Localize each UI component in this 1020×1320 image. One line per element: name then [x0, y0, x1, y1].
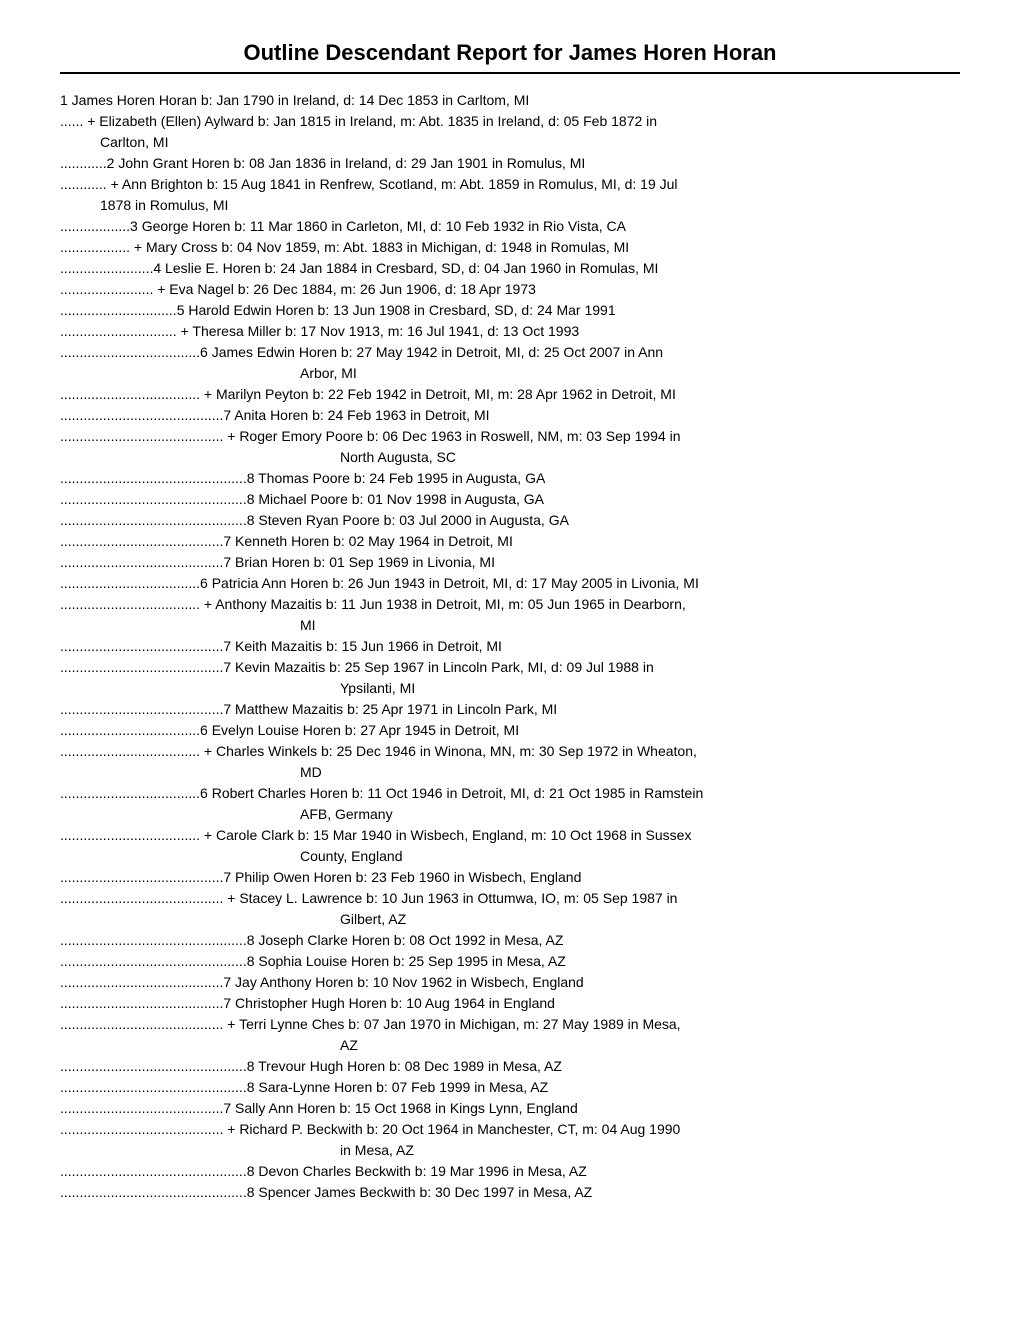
entry-continuation: Ypsilanti, MI — [60, 678, 960, 699]
entry-text: ........................................… — [60, 699, 960, 720]
descendant-entry: ........................................… — [60, 1098, 960, 1119]
report-title: Outline Descendant Report for James Hore… — [60, 40, 960, 74]
entry-text: ........................................… — [60, 951, 960, 972]
entry-text: ........................................… — [60, 1119, 960, 1140]
entry-text: ....................................6 Ja… — [60, 342, 960, 363]
entry-text: .................................... + C… — [60, 825, 960, 846]
descendant-entry: ........................ + Eva Nagel b: … — [60, 279, 960, 300]
entry-text: ........................................… — [60, 489, 960, 510]
entry-text: ....................................6 Ev… — [60, 720, 960, 741]
descendant-entry: 1 James Horen Horan b: Jan 1790 in Irela… — [60, 90, 960, 111]
entry-text: ........................................… — [60, 888, 960, 909]
descendant-entry: ........................................… — [60, 426, 960, 468]
descendant-entry: ........................................… — [60, 888, 960, 930]
entry-text: ........................................… — [60, 468, 960, 489]
descendant-entry: ........................................… — [60, 468, 960, 489]
descendant-entry: ........................................… — [60, 951, 960, 972]
descendant-entry: .................................... + C… — [60, 825, 960, 867]
descendant-entry: ........................................… — [60, 1119, 960, 1161]
entry-text: ........................................… — [60, 636, 960, 657]
entry-continuation: County, England — [60, 846, 960, 867]
descendant-entry: ...... + Elizabeth (Ellen) Aylward b: Ja… — [60, 111, 960, 153]
entry-text: ........................................… — [60, 405, 960, 426]
entry-text: ........................................… — [60, 1161, 960, 1182]
descendant-entry: ........................................… — [60, 867, 960, 888]
entry-text: ........................................… — [60, 531, 960, 552]
descendant-entry: ............ + Ann Brighton b: 15 Aug 18… — [60, 174, 960, 216]
entry-text: .................................... + C… — [60, 741, 960, 762]
entry-text: ........................................… — [60, 426, 960, 447]
entry-continuation: MI — [60, 615, 960, 636]
descendant-entry: ........................................… — [60, 993, 960, 1014]
entry-text: ........................................… — [60, 1014, 960, 1035]
descendant-entry: ....................................6 Ev… — [60, 720, 960, 741]
entry-text: ........................................… — [60, 1056, 960, 1077]
descendant-entry: ........................................… — [60, 657, 960, 699]
entry-text: ..................3 George Horen b: 11 M… — [60, 216, 960, 237]
descendant-entry: ....................................6 Ja… — [60, 342, 960, 384]
descendant-entry: .............................. + Theresa… — [60, 321, 960, 342]
descendant-entry: ........................................… — [60, 930, 960, 951]
entry-text: .................. + Mary Cross b: 04 No… — [60, 237, 960, 258]
entry-continuation: North Augusta, SC — [60, 447, 960, 468]
descendant-entry: ..................3 George Horen b: 11 M… — [60, 216, 960, 237]
entry-text: ........................................… — [60, 657, 960, 678]
descendant-entry: ........................................… — [60, 510, 960, 531]
descendant-entry: ........................................… — [60, 405, 960, 426]
entry-text: ........................................… — [60, 930, 960, 951]
entry-text: ........................4 Leslie E. Hore… — [60, 258, 960, 279]
entry-text: 1 James Horen Horan b: Jan 1790 in Irela… — [60, 90, 960, 111]
entry-text: ........................................… — [60, 552, 960, 573]
descendant-entry: ........................................… — [60, 1182, 960, 1203]
entry-text: ........................................… — [60, 510, 960, 531]
entry-continuation: Gilbert, AZ — [60, 909, 960, 930]
entry-text: .............................. + Theresa… — [60, 321, 960, 342]
descendant-entry: ........................................… — [60, 552, 960, 573]
entry-text: ........................................… — [60, 1182, 960, 1203]
descendant-entry: ............2 John Grant Horen b: 08 Jan… — [60, 153, 960, 174]
descendant-entry: .................................... + M… — [60, 384, 960, 405]
entry-text: ........................................… — [60, 867, 960, 888]
descendant-entry: .................................... + A… — [60, 594, 960, 636]
entry-text: ..............................5 Harold E… — [60, 300, 960, 321]
entry-text: ....................................6 Ro… — [60, 783, 960, 804]
descendant-entry: ........................................… — [60, 531, 960, 552]
entry-continuation: 1878 in Romulus, MI — [60, 195, 960, 216]
entry-text: ...... + Elizabeth (Ellen) Aylward b: Ja… — [60, 111, 960, 132]
descendant-entry: ..............................5 Harold E… — [60, 300, 960, 321]
entry-text: ............2 John Grant Horen b: 08 Jan… — [60, 153, 960, 174]
descendant-entry: ........................................… — [60, 636, 960, 657]
entry-text: ........................................… — [60, 972, 960, 993]
entry-continuation: AFB, Germany — [60, 804, 960, 825]
descendant-entry: ....................................6 Ro… — [60, 783, 960, 825]
entry-continuation: Arbor, MI — [60, 363, 960, 384]
report-body: 1 James Horen Horan b: Jan 1790 in Irela… — [60, 90, 960, 1203]
descendant-entry: ........................................… — [60, 489, 960, 510]
entry-continuation: in Mesa, AZ — [60, 1140, 960, 1161]
entry-text: ....................................6 Pa… — [60, 573, 960, 594]
entry-text: ........................................… — [60, 1098, 960, 1119]
entry-text: .................................... + A… — [60, 594, 960, 615]
entry-text: ........................................… — [60, 1077, 960, 1098]
descendant-entry: .................................... + C… — [60, 741, 960, 783]
descendant-entry: ........................................… — [60, 1056, 960, 1077]
entry-text: ........................ + Eva Nagel b: … — [60, 279, 960, 300]
descendant-entry: ........................................… — [60, 1161, 960, 1182]
entry-text: ........................................… — [60, 993, 960, 1014]
entry-text: ............ + Ann Brighton b: 15 Aug 18… — [60, 174, 960, 195]
descendant-entry: ........................4 Leslie E. Hore… — [60, 258, 960, 279]
entry-continuation: AZ — [60, 1035, 960, 1056]
entry-continuation: Carlton, MI — [60, 132, 960, 153]
descendant-entry: ........................................… — [60, 972, 960, 993]
descendant-entry: ........................................… — [60, 1014, 960, 1056]
descendant-entry: .................. + Mary Cross b: 04 No… — [60, 237, 960, 258]
entry-text: .................................... + M… — [60, 384, 960, 405]
entry-continuation: MD — [60, 762, 960, 783]
descendant-entry: ........................................… — [60, 1077, 960, 1098]
descendant-entry: ........................................… — [60, 699, 960, 720]
descendant-entry: ....................................6 Pa… — [60, 573, 960, 594]
